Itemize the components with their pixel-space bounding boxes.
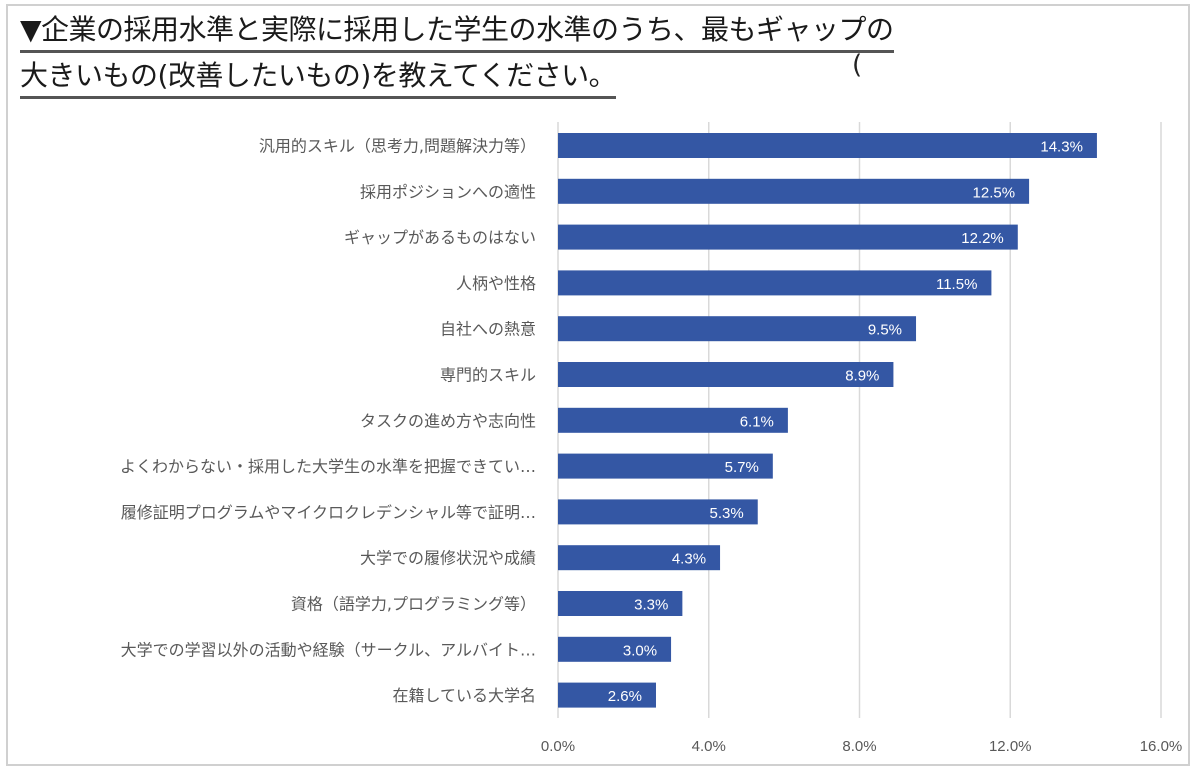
chart-title-line-1: ▼企業の採用水準と実際に採用した学生の水準のうち、最もギャップの [20, 12, 894, 53]
data-label: 8.9% [845, 368, 879, 385]
stray-mark: ( [852, 50, 863, 80]
category-label: タスクの進め方や志向性 [360, 411, 536, 430]
bar [558, 316, 917, 342]
category-label: 在籍している大学名 [392, 686, 536, 705]
data-label: 3.0% [623, 642, 657, 659]
x-tick-label: 8.0% [842, 738, 876, 755]
category-label: 資格（語学力,プログラミング等） [291, 595, 536, 614]
bar [558, 407, 788, 433]
data-label: 4.3% [672, 551, 706, 568]
bar [558, 224, 1018, 250]
category-label: ギャップがあるものはない [344, 228, 536, 247]
category-label: よくわからない・採用した大学生の水準を把握できてい… [120, 457, 536, 476]
category-label: 専門的スキル [440, 366, 536, 385]
category-label: 大学での学習以外の活動や経験（サークル、アルバイト… [121, 640, 536, 659]
bar [558, 591, 683, 616]
data-label: 5.3% [710, 505, 744, 522]
category-label: 人柄や性格 [456, 274, 536, 293]
bar [558, 682, 656, 708]
x-tick-label: 16.0% [1140, 738, 1183, 755]
category-label: 汎用的スキル（思考力,問題解決力等） [259, 137, 536, 156]
bar [558, 362, 894, 387]
x-tick-label: 4.0% [692, 738, 726, 755]
bar [558, 636, 672, 662]
bar [558, 453, 773, 479]
data-label: 12.2% [961, 230, 1004, 247]
bar [558, 178, 1030, 204]
data-label: 12.5% [973, 184, 1016, 201]
chart-title-line-2: 大きいもの(改善したいもの)を教えてください。 [20, 58, 617, 99]
category-label: 自社への熱意 [440, 320, 536, 339]
category-label: 大学での履修状況や成績 [360, 549, 536, 568]
data-label: 11.5% [936, 276, 977, 293]
x-tick-label: 12.0% [989, 738, 1032, 755]
data-label: 6.1% [740, 413, 774, 430]
bar [558, 545, 721, 571]
bar [558, 270, 992, 296]
data-label: 2.6% [608, 688, 642, 705]
data-label: 5.7% [725, 459, 759, 476]
category-label: 履修証明プログラムやマイクロクレデンシャル等で証明… [121, 503, 536, 522]
chart-frame [6, 4, 1190, 766]
category-label: 採用ポジションへの適性 [360, 182, 536, 201]
x-tick-label: 0.0% [541, 738, 575, 755]
bar [558, 133, 1097, 158]
data-label: 14.3% [1040, 139, 1083, 156]
bar [558, 499, 758, 525]
data-label: 3.3% [634, 597, 668, 614]
data-label: 9.5% [868, 322, 902, 339]
